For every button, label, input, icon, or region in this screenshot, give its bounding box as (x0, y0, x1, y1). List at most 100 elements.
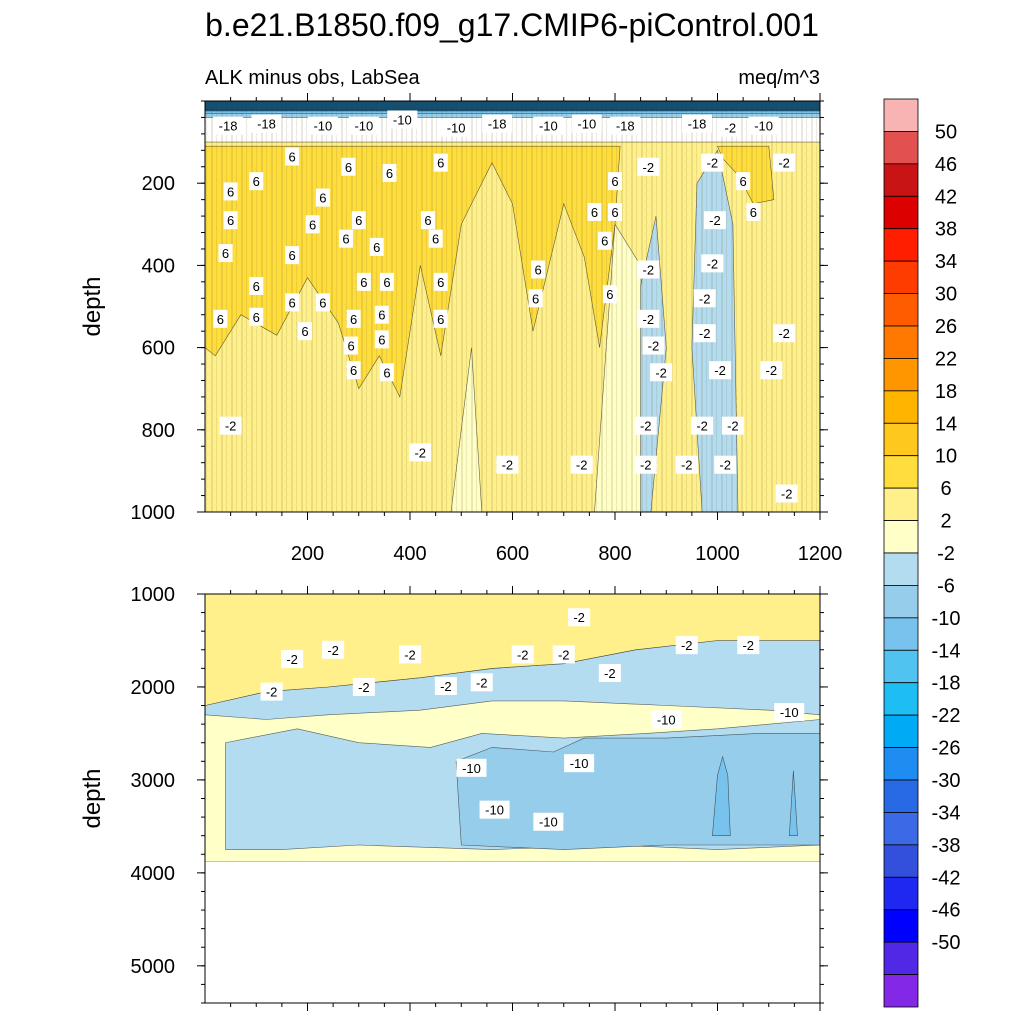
colorbar-swatch (883, 260, 919, 294)
colorbar-swatch (883, 876, 919, 911)
contour-label-bg (409, 443, 432, 462)
contour-label-text: 6 (345, 160, 352, 175)
contour-label-bg (482, 114, 513, 133)
contour-label-text: 6 (378, 308, 385, 323)
x-tick-label: 600 (496, 543, 529, 565)
contour-label-bg (634, 455, 657, 474)
colorbar-label: 10 (935, 446, 957, 468)
surface-band (205, 101, 820, 112)
contour-label-text: 6 (309, 217, 316, 232)
contour-label-lower-2: -2 (322, 640, 345, 659)
contour-label-bg (315, 293, 330, 312)
colorbar-swatch (883, 974, 919, 1008)
upper-panel: -18 -18 -10 -10 -10-10 -18 -10 -10 -18 -18 -2 -1066… (79, 93, 842, 565)
contour-label-upper-5: -10 (441, 118, 472, 137)
contour-label-bg (552, 645, 575, 664)
contour-label-text: 6 (591, 205, 598, 220)
contour-label-bg (610, 116, 641, 135)
contour-label-text: -10 (657, 712, 676, 727)
contour-label-bg (346, 361, 361, 380)
contour-label-bg (568, 608, 591, 627)
contour-label-bg (693, 289, 716, 308)
contour-label-bg (531, 260, 546, 279)
contour-label-upper-0: -18 (213, 116, 244, 135)
contour-label-upper-65: -2 (650, 363, 673, 382)
contour-label-text: -10 (462, 761, 481, 776)
contour-label-text: 6 (383, 275, 390, 290)
chart-units: meq/m^3 (738, 67, 820, 89)
contour-label-bg (719, 118, 742, 137)
contour-label-upper-43: 6 (602, 285, 617, 304)
contour-label-bg (598, 664, 621, 683)
colorbar-label: 42 (935, 186, 957, 208)
colorbar-swatch (883, 520, 919, 554)
contour-label-text: -2 (225, 419, 237, 434)
colorbar-swatch (883, 390, 919, 424)
contour-label-upper-48: 6 (433, 309, 448, 328)
contour-label-text: -2 (440, 679, 452, 694)
contour-label-bg (608, 202, 622, 221)
colorbar-label: -6 (937, 575, 955, 597)
contour-label-text: 6 (424, 213, 431, 228)
contour-label-text: -10 (485, 803, 504, 818)
contour-label-lower-13: -10 (651, 710, 682, 729)
colorbar-label: -46 (932, 900, 961, 922)
contour-label-bg (441, 118, 472, 137)
contour-label-text: 6 (601, 234, 608, 249)
contour-label-text: -18 (219, 119, 238, 134)
contour-label-text: -2 (778, 326, 790, 341)
contour-label-upper-32: 6 (608, 202, 622, 221)
contour-label-text: 6 (437, 275, 444, 290)
contour-label-upper-21: 6 (420, 211, 435, 230)
contour-label-text: -2 (778, 156, 790, 171)
contour-label-text: 6 (360, 275, 367, 290)
colorbar-swatch (883, 325, 919, 359)
colorbar-label: -18 (932, 673, 961, 695)
y-tick-label-upper: 400 (142, 255, 175, 277)
contour-label-upper-24: 6 (338, 229, 353, 248)
colorbar-swatch (883, 941, 919, 975)
contour-label-upper-33: 6 (608, 172, 622, 191)
y-tick-label-lower: 3000 (131, 770, 176, 792)
contour-label-text: -2 (502, 458, 514, 473)
contour-label-upper-22: 6 (223, 211, 238, 230)
contour-label-lower-0: -2 (568, 608, 591, 627)
contour-label-lower-8: -2 (598, 664, 621, 683)
contour-label-bg (387, 110, 418, 129)
colorbar-label: -2 (937, 543, 955, 565)
contour-label-bg (564, 754, 595, 773)
contour-label-lower-4: -2 (511, 645, 534, 664)
x-tick-label: 200 (291, 543, 324, 565)
contour-label-text: -18 (257, 117, 276, 132)
contour-label-bg (608, 172, 622, 191)
contour-label-lower-6: -2 (675, 636, 698, 655)
contour-label-text: 6 (611, 174, 618, 189)
contour-label-text: 6 (342, 232, 349, 247)
colorbar-label: -14 (932, 640, 961, 662)
colorbar-label: 34 (935, 251, 957, 273)
lower-panel: -2 -2 -2 -2 -2 -2 -2 -2 -2 -2 -2 -2 -2 -10 -10 -10 -10 -1… (79, 584, 828, 1011)
contour-label-upper-60: -2 (693, 289, 716, 308)
colorbar-label: 14 (935, 413, 957, 435)
contour-label-upper-69: -2 (634, 416, 657, 435)
contour-label-bg (637, 157, 660, 176)
contour-label-text: 6 (289, 248, 296, 263)
x-tick-label: 400 (393, 543, 426, 565)
contour-region-lower-6 (788, 770, 798, 837)
contour-label-upper-50: 6 (344, 336, 359, 355)
contour-label-bg (773, 324, 796, 343)
contour-label-bg (281, 650, 304, 669)
contour-label-text: 6 (319, 191, 326, 206)
y-tick-label-upper: 1000 (131, 502, 176, 524)
contour-label-upper-41: 6 (433, 272, 448, 291)
contour-label-text: 6 (222, 246, 229, 261)
contour-label-upper-45: 6 (249, 307, 264, 326)
contour-label-bg (379, 272, 394, 291)
contour-label-bg (587, 202, 602, 221)
colorbar-label: 18 (935, 381, 957, 403)
contour-label-upper-26: 6 (428, 229, 443, 248)
contour-label-bg (642, 336, 665, 355)
colorbar-swatch (883, 455, 919, 489)
contour-label-text: -10 (539, 119, 558, 134)
contour-label-text: -10 (539, 815, 558, 830)
